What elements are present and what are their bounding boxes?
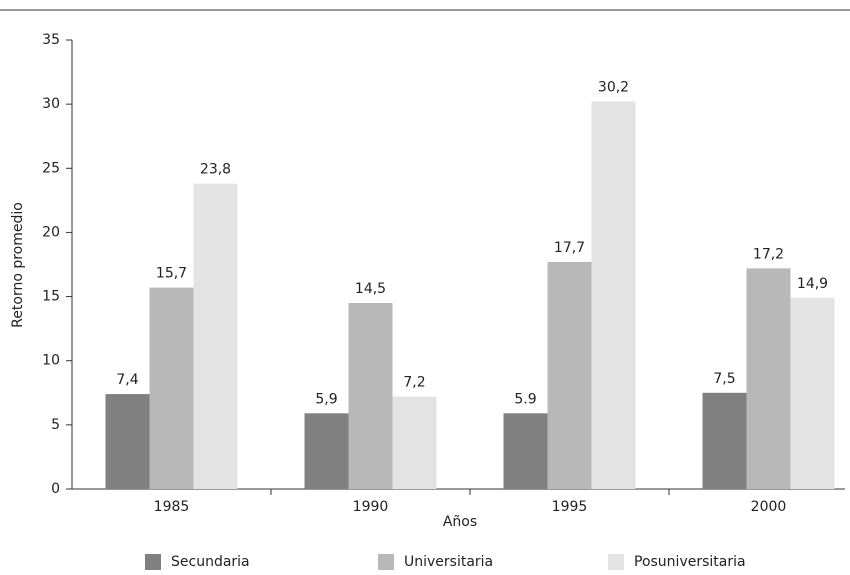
legend-label: Universitaria (404, 554, 493, 570)
data-label: 17,7 (554, 240, 585, 256)
y-tick-label: 5 (51, 417, 60, 433)
bar (348, 302, 393, 489)
y-tick-label: 10 (42, 353, 60, 369)
bar (392, 396, 437, 489)
bar (591, 101, 636, 489)
bar (746, 268, 791, 489)
y-tick-label: 20 (42, 224, 60, 240)
y-tick-label: 15 (42, 289, 60, 305)
x-axis-label: Años (443, 514, 477, 530)
data-label: 23,8 (200, 162, 231, 178)
data-label: 5.9 (514, 391, 536, 407)
bar (790, 297, 835, 489)
data-label: 14,5 (355, 281, 386, 297)
data-label: 5,9 (315, 391, 337, 407)
y-axis-label: Retorno promedio (10, 202, 26, 328)
x-tick-label: 1990 (353, 499, 389, 515)
bar (149, 287, 194, 489)
data-label: 7,5 (713, 371, 735, 387)
y-tick-label: 0 (51, 481, 60, 497)
data-label: 7,2 (403, 375, 425, 391)
legend-label: Posuniversitaria (634, 554, 746, 570)
x-tick-label: 1985 (154, 499, 190, 515)
legend-swatch (378, 554, 394, 570)
x-tick-label: 2000 (751, 499, 787, 515)
data-label: 30,2 (598, 80, 629, 96)
data-label: 14,9 (797, 276, 828, 292)
x-tick-label: 1995 (552, 499, 588, 515)
bar (503, 413, 548, 489)
y-tick-label: 35 (42, 32, 60, 48)
y-tick-label: 25 (42, 160, 60, 176)
bar (193, 183, 238, 489)
y-tick-label: 30 (42, 96, 60, 112)
bar (547, 261, 592, 489)
bar (105, 394, 150, 489)
data-label: 7,4 (116, 372, 138, 388)
legend-swatch (145, 554, 161, 570)
data-label: 15,7 (156, 266, 187, 282)
bar (304, 413, 349, 489)
bar (702, 392, 747, 489)
legend-label: Secundaria (171, 554, 250, 570)
data-label: 17,2 (753, 246, 784, 262)
legend-swatch (608, 554, 624, 570)
